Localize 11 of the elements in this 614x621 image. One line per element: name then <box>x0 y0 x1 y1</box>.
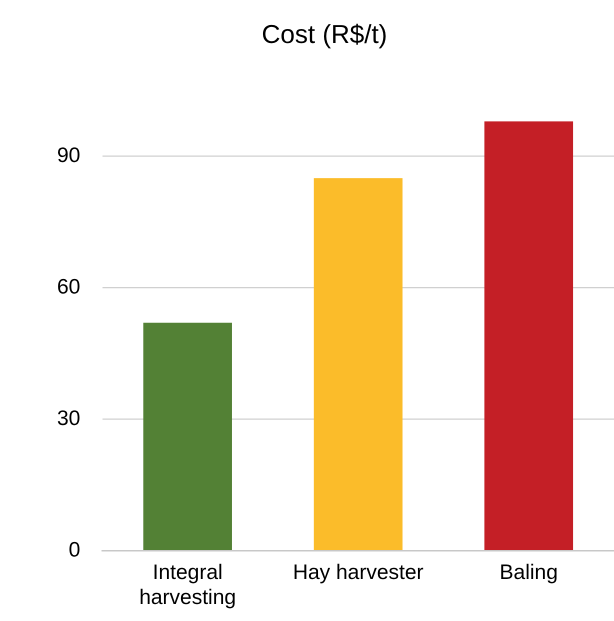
bar <box>143 322 232 550</box>
y-tick-label: 0 <box>68 538 80 562</box>
y-tick-label: 60 <box>57 276 80 298</box>
y-tick-label: 90 <box>57 144 80 168</box>
bar <box>484 121 574 550</box>
x-tick-label: Hay harvester <box>292 560 424 584</box>
bar <box>314 178 403 550</box>
y-tick-label: 30 <box>57 406 80 430</box>
chart-title: Cost (R$/t) <box>262 18 388 49</box>
x-tick-label: Integral harvesting <box>139 560 236 610</box>
x-tick-label: Baling <box>500 560 558 584</box>
